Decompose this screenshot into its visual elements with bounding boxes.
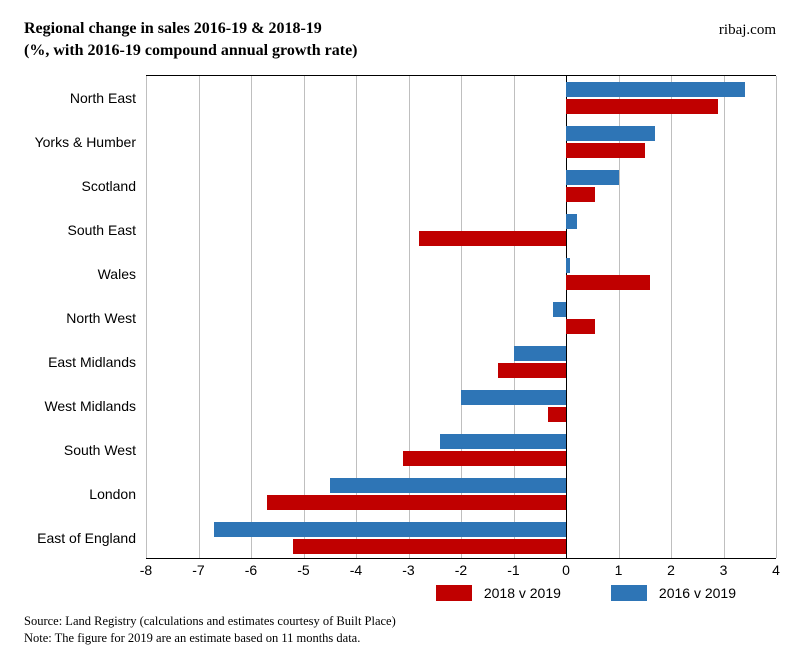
category-label: Scotland <box>82 178 146 194</box>
chart-title-block: Regional change in sales 2016-19 & 2018-… <box>24 18 358 61</box>
x-tick-label: 4 <box>772 562 780 578</box>
chart-footer: Source: Land Registry (calculations and … <box>24 613 776 647</box>
x-tick-label: -4 <box>350 562 362 578</box>
category-label: East Midlands <box>48 354 146 370</box>
category-label: Yorks & Humber <box>35 134 146 150</box>
bar-2016v2019 <box>566 82 745 97</box>
legend-swatch <box>611 585 647 601</box>
bar-2018v2019 <box>267 495 566 510</box>
legend-swatch <box>436 585 472 601</box>
gridline <box>776 76 777 558</box>
category-row: West Midlands <box>146 384 776 428</box>
legend-label: 2016 v 2019 <box>659 585 736 601</box>
bar-2016v2019 <box>566 170 619 185</box>
legend: 2018 v 2019 2016 v 2019 <box>24 585 776 601</box>
x-tick-label: -7 <box>192 562 204 578</box>
x-tick-label: -2 <box>455 562 467 578</box>
x-axis: -8-7-6-5-4-3-2-101234 <box>146 559 776 581</box>
category-row: East Midlands <box>146 340 776 384</box>
category-row: North West <box>146 296 776 340</box>
plot-area: North EastYorks & HumberScotlandSouth Ea… <box>146 75 776 559</box>
bar-2018v2019 <box>293 539 566 554</box>
legend-item: 2018 v 2019 <box>436 585 561 601</box>
category-row: North East <box>146 76 776 120</box>
chart-header: Regional change in sales 2016-19 & 2018-… <box>24 18 776 61</box>
category-label: South East <box>68 222 147 238</box>
category-row: South West <box>146 428 776 472</box>
category-label: London <box>89 486 146 502</box>
bar-2018v2019 <box>498 363 566 378</box>
bar-2016v2019 <box>566 214 577 229</box>
bar-2016v2019 <box>461 390 566 405</box>
x-tick-label: -8 <box>140 562 152 578</box>
chart-title-line1: Regional change in sales 2016-19 & 2018-… <box>24 18 358 40</box>
x-tick-label: 1 <box>615 562 623 578</box>
bar-2018v2019 <box>548 407 566 422</box>
brand-label: ribaj.com <box>719 22 776 39</box>
category-row: London <box>146 472 776 516</box>
category-label: North West <box>66 310 146 326</box>
category-label: North East <box>70 90 146 106</box>
bar-2018v2019 <box>403 451 566 466</box>
bar-2016v2019 <box>440 434 566 449</box>
bar-2016v2019 <box>553 302 566 317</box>
bar-2018v2019 <box>566 143 645 158</box>
category-label: West Midlands <box>44 398 146 414</box>
category-row: East of England <box>146 516 776 560</box>
footer-source: Source: Land Registry (calculations and … <box>24 613 776 630</box>
x-tick-label: 2 <box>667 562 675 578</box>
category-label: Wales <box>98 266 146 282</box>
bar-2016v2019 <box>330 478 566 493</box>
x-tick-label: 0 <box>562 562 570 578</box>
category-row: Wales <box>146 252 776 296</box>
x-tick-label: 3 <box>720 562 728 578</box>
category-row: South East <box>146 208 776 252</box>
bar-2018v2019 <box>566 275 650 290</box>
category-row: Scotland <box>146 164 776 208</box>
bar-2016v2019 <box>514 346 567 361</box>
chart: North EastYorks & HumberScotlandSouth Ea… <box>24 75 776 601</box>
bar-2018v2019 <box>566 187 595 202</box>
category-label: East of England <box>37 530 146 546</box>
category-label: South West <box>64 442 146 458</box>
bar-2016v2019 <box>566 258 570 273</box>
legend-label: 2018 v 2019 <box>484 585 561 601</box>
bar-2018v2019 <box>566 319 595 334</box>
legend-item: 2016 v 2019 <box>611 585 736 601</box>
bar-2018v2019 <box>566 99 718 114</box>
x-tick-label: -3 <box>402 562 414 578</box>
x-tick-label: -1 <box>507 562 519 578</box>
category-row: Yorks & Humber <box>146 120 776 164</box>
bar-2016v2019 <box>214 522 566 537</box>
chart-title-line2: (%, with 2016-19 compound annual growth … <box>24 40 358 62</box>
footer-note: Note: The figure for 2019 are an estimat… <box>24 630 776 647</box>
x-tick-label: -5 <box>297 562 309 578</box>
bar-2018v2019 <box>419 231 566 246</box>
bar-2016v2019 <box>566 126 655 141</box>
x-tick-label: -6 <box>245 562 257 578</box>
